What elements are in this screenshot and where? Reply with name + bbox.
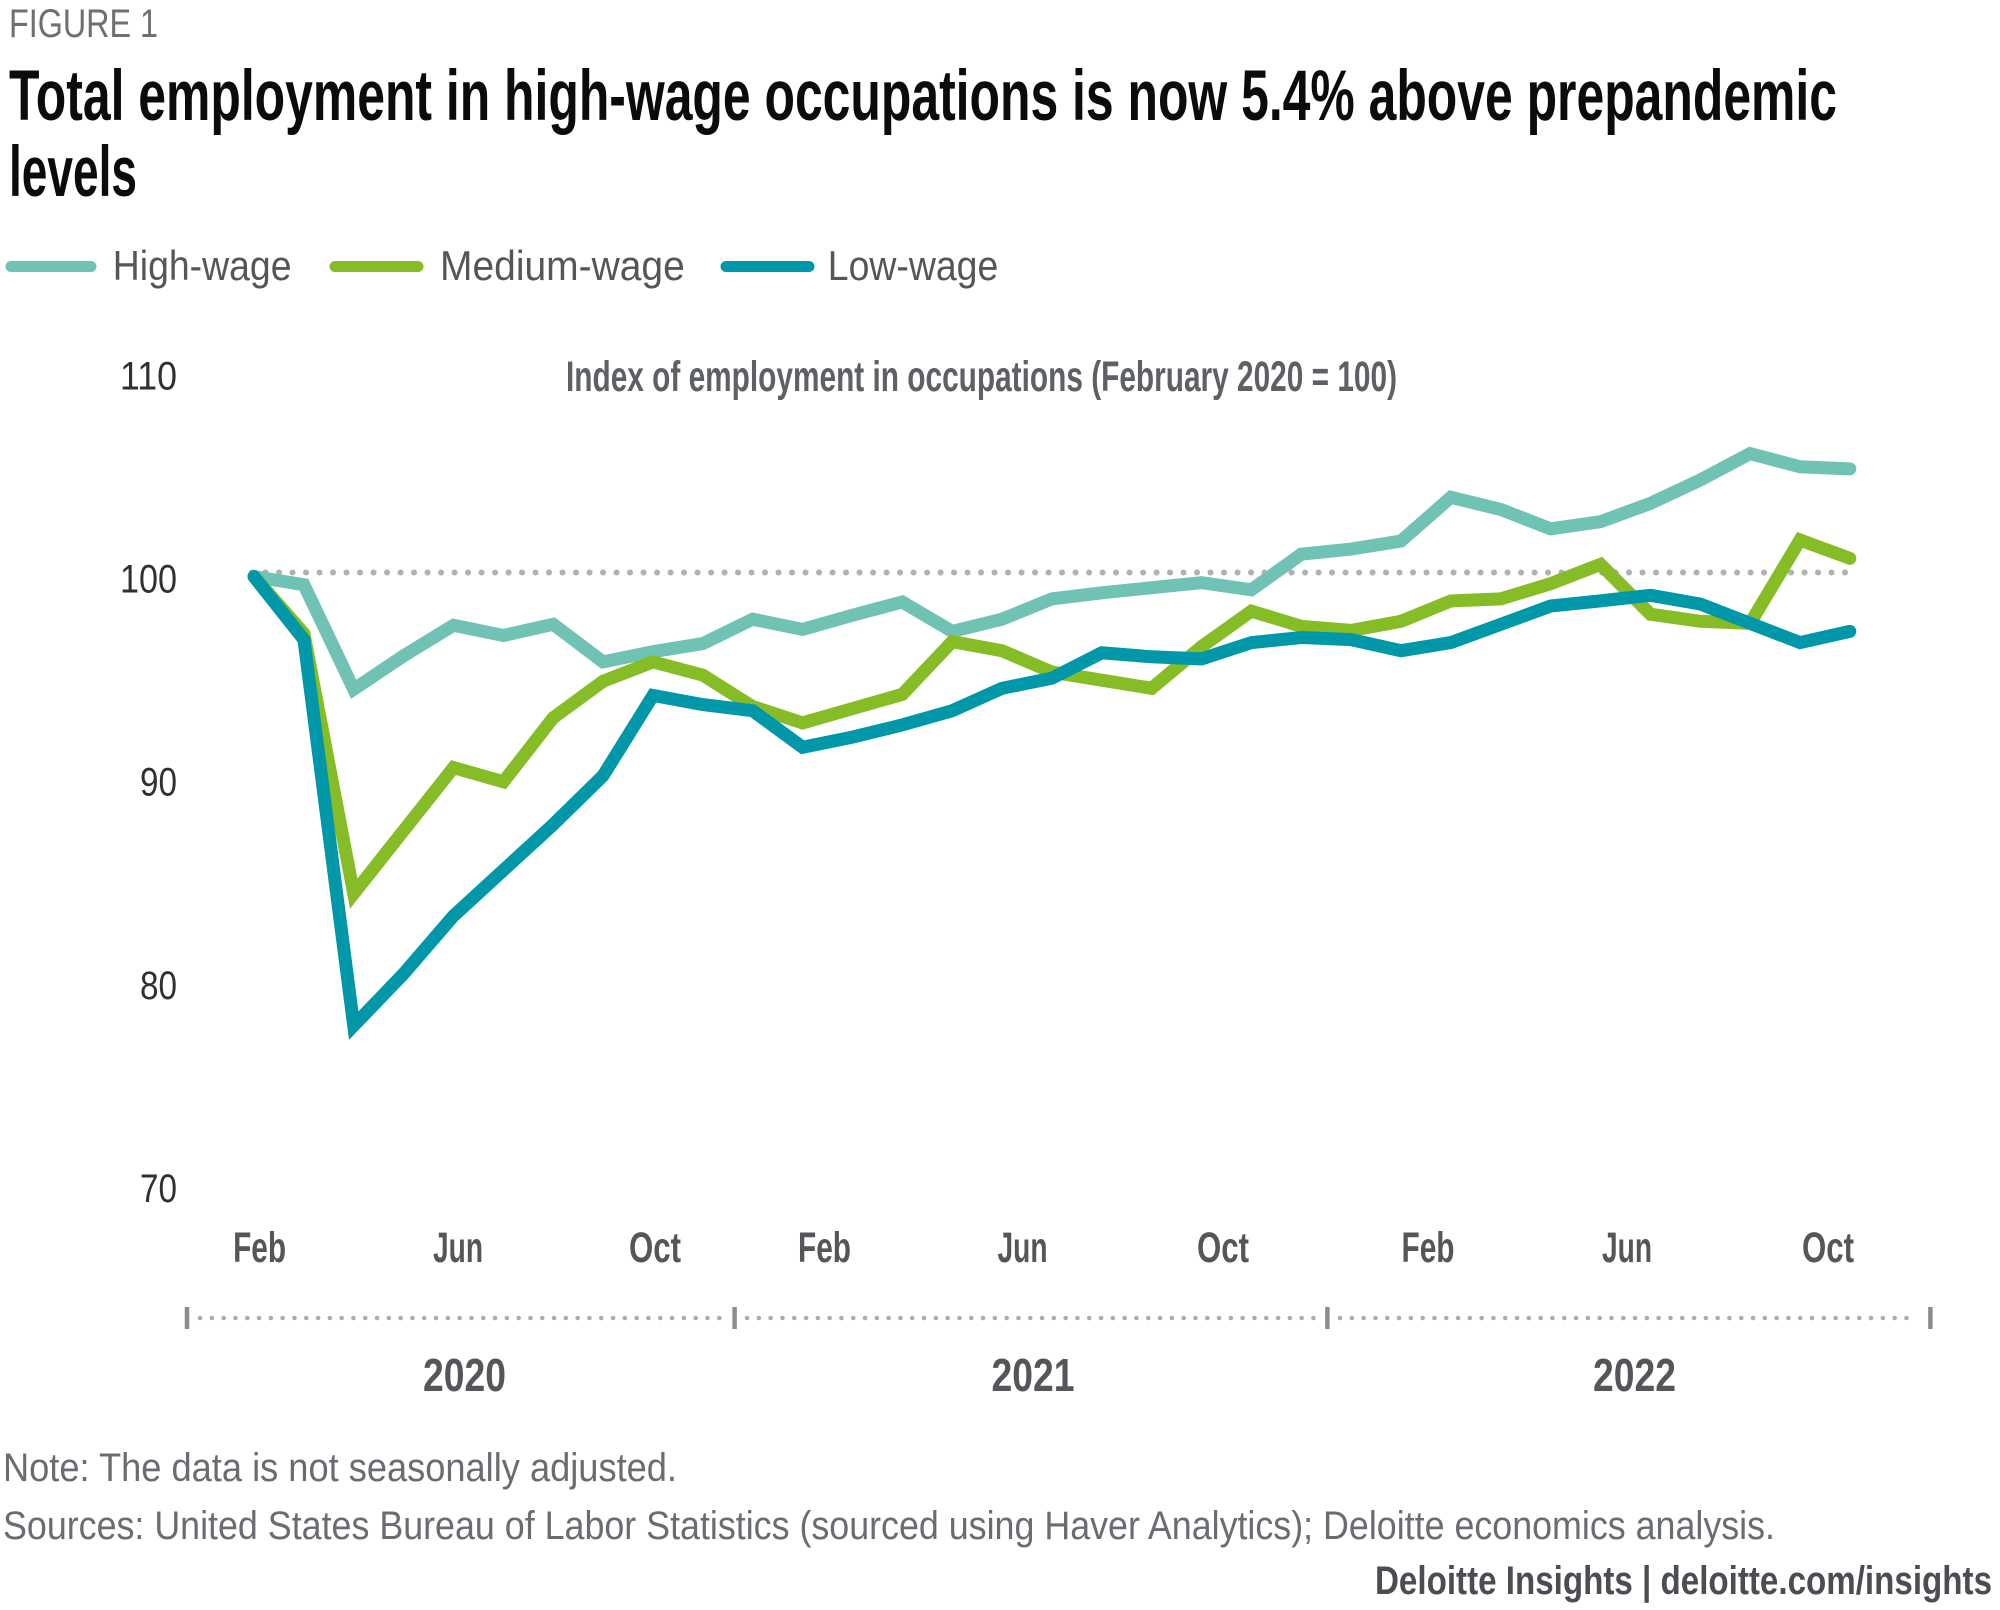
svg-text:Low-wage: Low-wage <box>828 242 999 289</box>
svg-text:levels: levels <box>9 133 137 212</box>
svg-text:Feb: Feb <box>1402 1224 1455 1272</box>
svg-text:Feb: Feb <box>798 1224 851 1272</box>
svg-text:Total employment in high-wage: Total employment in high-wage occupation… <box>9 57 1837 136</box>
svg-text:Note: The data is not seasonal: Note: The data is not seasonally adjuste… <box>3 1446 677 1490</box>
svg-text:Jun: Jun <box>1602 1224 1652 1272</box>
svg-text:Jun: Jun <box>998 1224 1048 1272</box>
svg-text:Jun: Jun <box>433 1224 483 1272</box>
svg-text:100: 100 <box>120 558 177 602</box>
svg-text:Index of employment in occupat: Index of employment in occupations (Febr… <box>566 353 1397 401</box>
svg-text:Sources: United States Bureau: Sources: United States Bureau of Labor S… <box>3 1504 1775 1548</box>
svg-text:2020: 2020 <box>423 1349 506 1401</box>
svg-text:Feb: Feb <box>233 1224 286 1272</box>
svg-text:Oct: Oct <box>1197 1224 1249 1272</box>
svg-text:FIGURE 1: FIGURE 1 <box>9 2 158 46</box>
svg-text:2022: 2022 <box>1593 1349 1676 1401</box>
svg-text:High-wage: High-wage <box>113 242 292 289</box>
svg-text:Oct: Oct <box>629 1224 681 1272</box>
svg-text:110: 110 <box>120 354 177 398</box>
svg-text:2021: 2021 <box>992 1349 1075 1401</box>
svg-text:Deloitte Insights | deloitte.c: Deloitte Insights | deloitte.com/insight… <box>1375 1559 1992 1603</box>
svg-text:70: 70 <box>140 1167 177 1211</box>
svg-text:Oct: Oct <box>1802 1224 1854 1272</box>
svg-text:90: 90 <box>140 761 177 805</box>
svg-text:80: 80 <box>140 964 177 1008</box>
svg-text:Medium-wage: Medium-wage <box>440 242 685 289</box>
